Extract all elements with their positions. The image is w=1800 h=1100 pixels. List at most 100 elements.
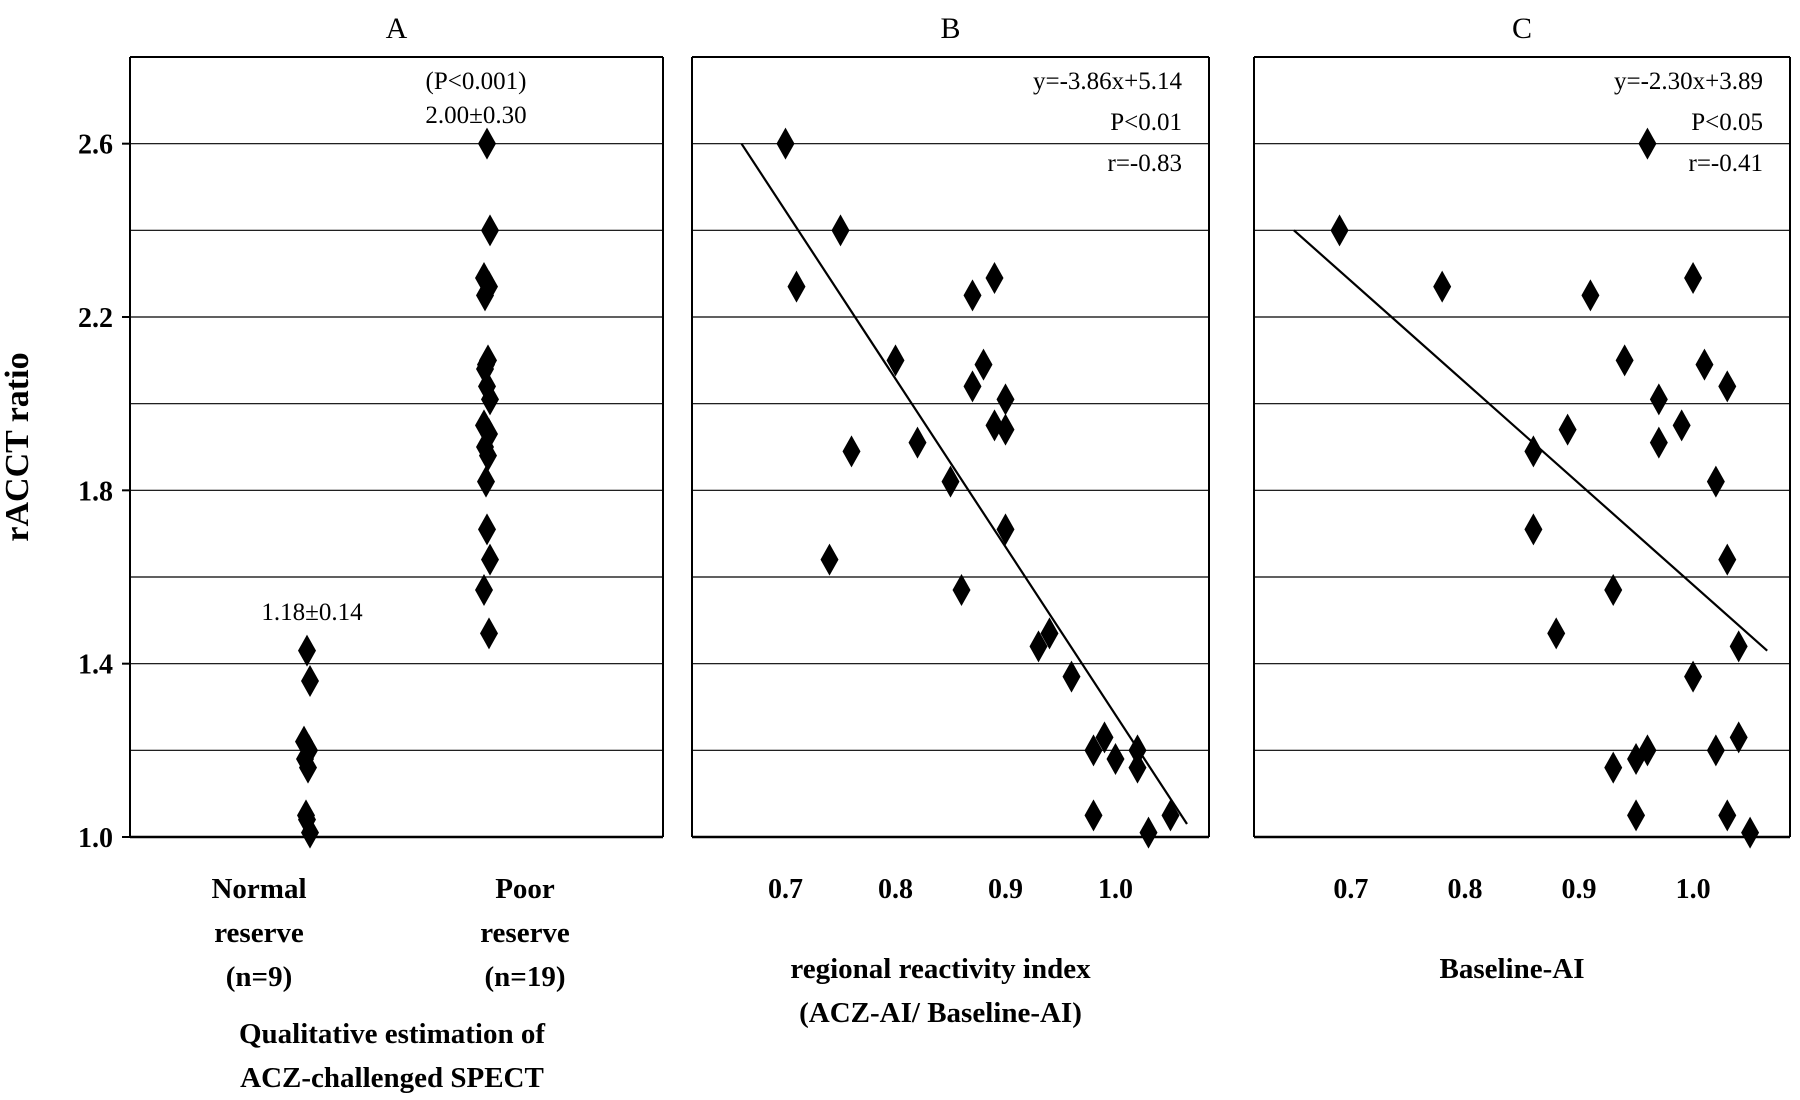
y-tick-label: 2.6 bbox=[78, 130, 113, 161]
annotation-stats: y=-2.30x+3.89 bbox=[1614, 68, 1763, 95]
data-point bbox=[1706, 465, 1725, 498]
y-tick-label: 1.8 bbox=[78, 476, 113, 507]
annotation-stats: y=-3.86x+5.14 bbox=[1033, 68, 1183, 95]
data-point bbox=[481, 543, 499, 576]
data-points-layer bbox=[295, 127, 1760, 849]
x-category-label: Poor bbox=[495, 873, 555, 905]
data-point bbox=[480, 617, 498, 650]
data-point bbox=[1638, 734, 1657, 767]
data-point bbox=[1547, 617, 1566, 650]
data-point bbox=[478, 513, 496, 546]
data-point bbox=[1706, 734, 1725, 767]
data-point bbox=[1718, 370, 1737, 403]
data-point bbox=[1627, 799, 1646, 832]
data-point bbox=[481, 214, 499, 247]
x-tick-label: 0.9 bbox=[988, 874, 1023, 905]
data-point bbox=[1084, 734, 1103, 767]
data-point bbox=[963, 370, 982, 403]
data-point bbox=[1604, 574, 1623, 606]
data-point bbox=[1139, 816, 1158, 849]
data-point bbox=[886, 344, 905, 377]
x-axis-label: (ACZ-AI/ Baseline-AI) bbox=[799, 997, 1082, 1029]
annotation-stats: P<0.05 bbox=[1691, 109, 1763, 136]
x-category-label: reserve bbox=[214, 917, 304, 949]
data-point bbox=[1433, 270, 1452, 303]
data-point bbox=[476, 279, 494, 312]
data-point bbox=[1029, 630, 1048, 663]
data-point bbox=[476, 353, 494, 385]
y-axis-label: rACCT ratio bbox=[0, 352, 36, 541]
x-category-label: (n=19) bbox=[485, 961, 566, 993]
data-point bbox=[842, 435, 861, 468]
text-layer: A B C 1.0 1.4 1.8 2.2 2.6 rACCT ratio Normal reser… bbox=[0, 12, 1763, 1094]
data-point bbox=[974, 348, 993, 381]
data-point bbox=[477, 465, 495, 498]
x-tick-label: 1.0 bbox=[1676, 874, 1711, 905]
data-point bbox=[481, 383, 499, 416]
x-axis-label: Baseline-AI bbox=[1440, 953, 1585, 985]
data-point bbox=[1729, 721, 1748, 754]
data-point bbox=[1695, 348, 1714, 381]
x-tick-label: 0.8 bbox=[1447, 874, 1482, 905]
y-tick-label: 1.4 bbox=[78, 650, 113, 681]
panel-letter: C bbox=[1512, 12, 1532, 45]
x-axis-label: ACZ-challenged SPECT bbox=[240, 1062, 544, 1094]
data-point bbox=[1106, 743, 1125, 775]
panel-frames-layer bbox=[122, 56, 1791, 839]
data-point bbox=[1729, 630, 1748, 663]
data-point bbox=[941, 465, 960, 498]
data-point bbox=[996, 383, 1015, 416]
data-point bbox=[1558, 413, 1577, 446]
data-point bbox=[1062, 660, 1081, 693]
data-point bbox=[776, 127, 795, 160]
x-axis-label: Qualitative estimation of bbox=[239, 1018, 545, 1050]
data-point bbox=[1128, 751, 1147, 784]
data-point bbox=[963, 279, 982, 312]
data-point bbox=[1615, 344, 1634, 377]
data-point bbox=[1684, 262, 1703, 294]
annotation-stats: r=-0.83 bbox=[1108, 150, 1183, 177]
y-tick-label: 1.0 bbox=[78, 823, 113, 854]
data-point bbox=[301, 665, 319, 697]
data-point bbox=[1672, 409, 1691, 442]
data-point bbox=[298, 634, 316, 667]
x-category-label: Normal bbox=[211, 873, 306, 905]
regression-line bbox=[740, 143, 1188, 825]
data-point bbox=[1649, 383, 1668, 416]
data-point bbox=[301, 816, 319, 849]
annotation-mean-poor: 2.00±0.30 bbox=[425, 102, 526, 129]
annotation-p-value: (P<0.001) bbox=[426, 68, 527, 95]
data-point bbox=[996, 413, 1015, 446]
data-point bbox=[985, 262, 1004, 294]
x-axis-label: regional reactivity index bbox=[790, 953, 1091, 985]
data-point bbox=[1095, 721, 1114, 754]
data-point bbox=[1638, 127, 1657, 160]
data-point bbox=[1718, 799, 1737, 832]
data-point bbox=[1524, 513, 1543, 546]
data-point bbox=[996, 513, 1015, 546]
data-point bbox=[299, 751, 317, 784]
data-point bbox=[1649, 426, 1668, 459]
data-point bbox=[475, 574, 493, 606]
data-point bbox=[1604, 751, 1623, 784]
data-point bbox=[1040, 617, 1059, 650]
data-point bbox=[1741, 816, 1760, 849]
annotation-mean-normal: 1.18±0.14 bbox=[261, 599, 363, 626]
data-point bbox=[831, 214, 850, 247]
x-tick-label: 0.9 bbox=[1562, 874, 1597, 905]
data-point bbox=[479, 439, 497, 472]
panel-letter: A bbox=[386, 12, 408, 45]
y-tick-label: 2.2 bbox=[78, 303, 113, 334]
x-category-label: reserve bbox=[480, 917, 570, 949]
data-point bbox=[478, 127, 496, 160]
data-point bbox=[820, 543, 839, 576]
x-tick-label: 1.0 bbox=[1098, 874, 1133, 905]
data-point bbox=[952, 574, 971, 606]
data-point bbox=[1084, 799, 1103, 832]
data-point bbox=[1581, 279, 1600, 312]
data-point bbox=[1524, 435, 1543, 468]
annotation-stats: P<0.01 bbox=[1110, 109, 1182, 136]
panel-letter: B bbox=[940, 12, 960, 45]
data-point bbox=[908, 426, 927, 459]
